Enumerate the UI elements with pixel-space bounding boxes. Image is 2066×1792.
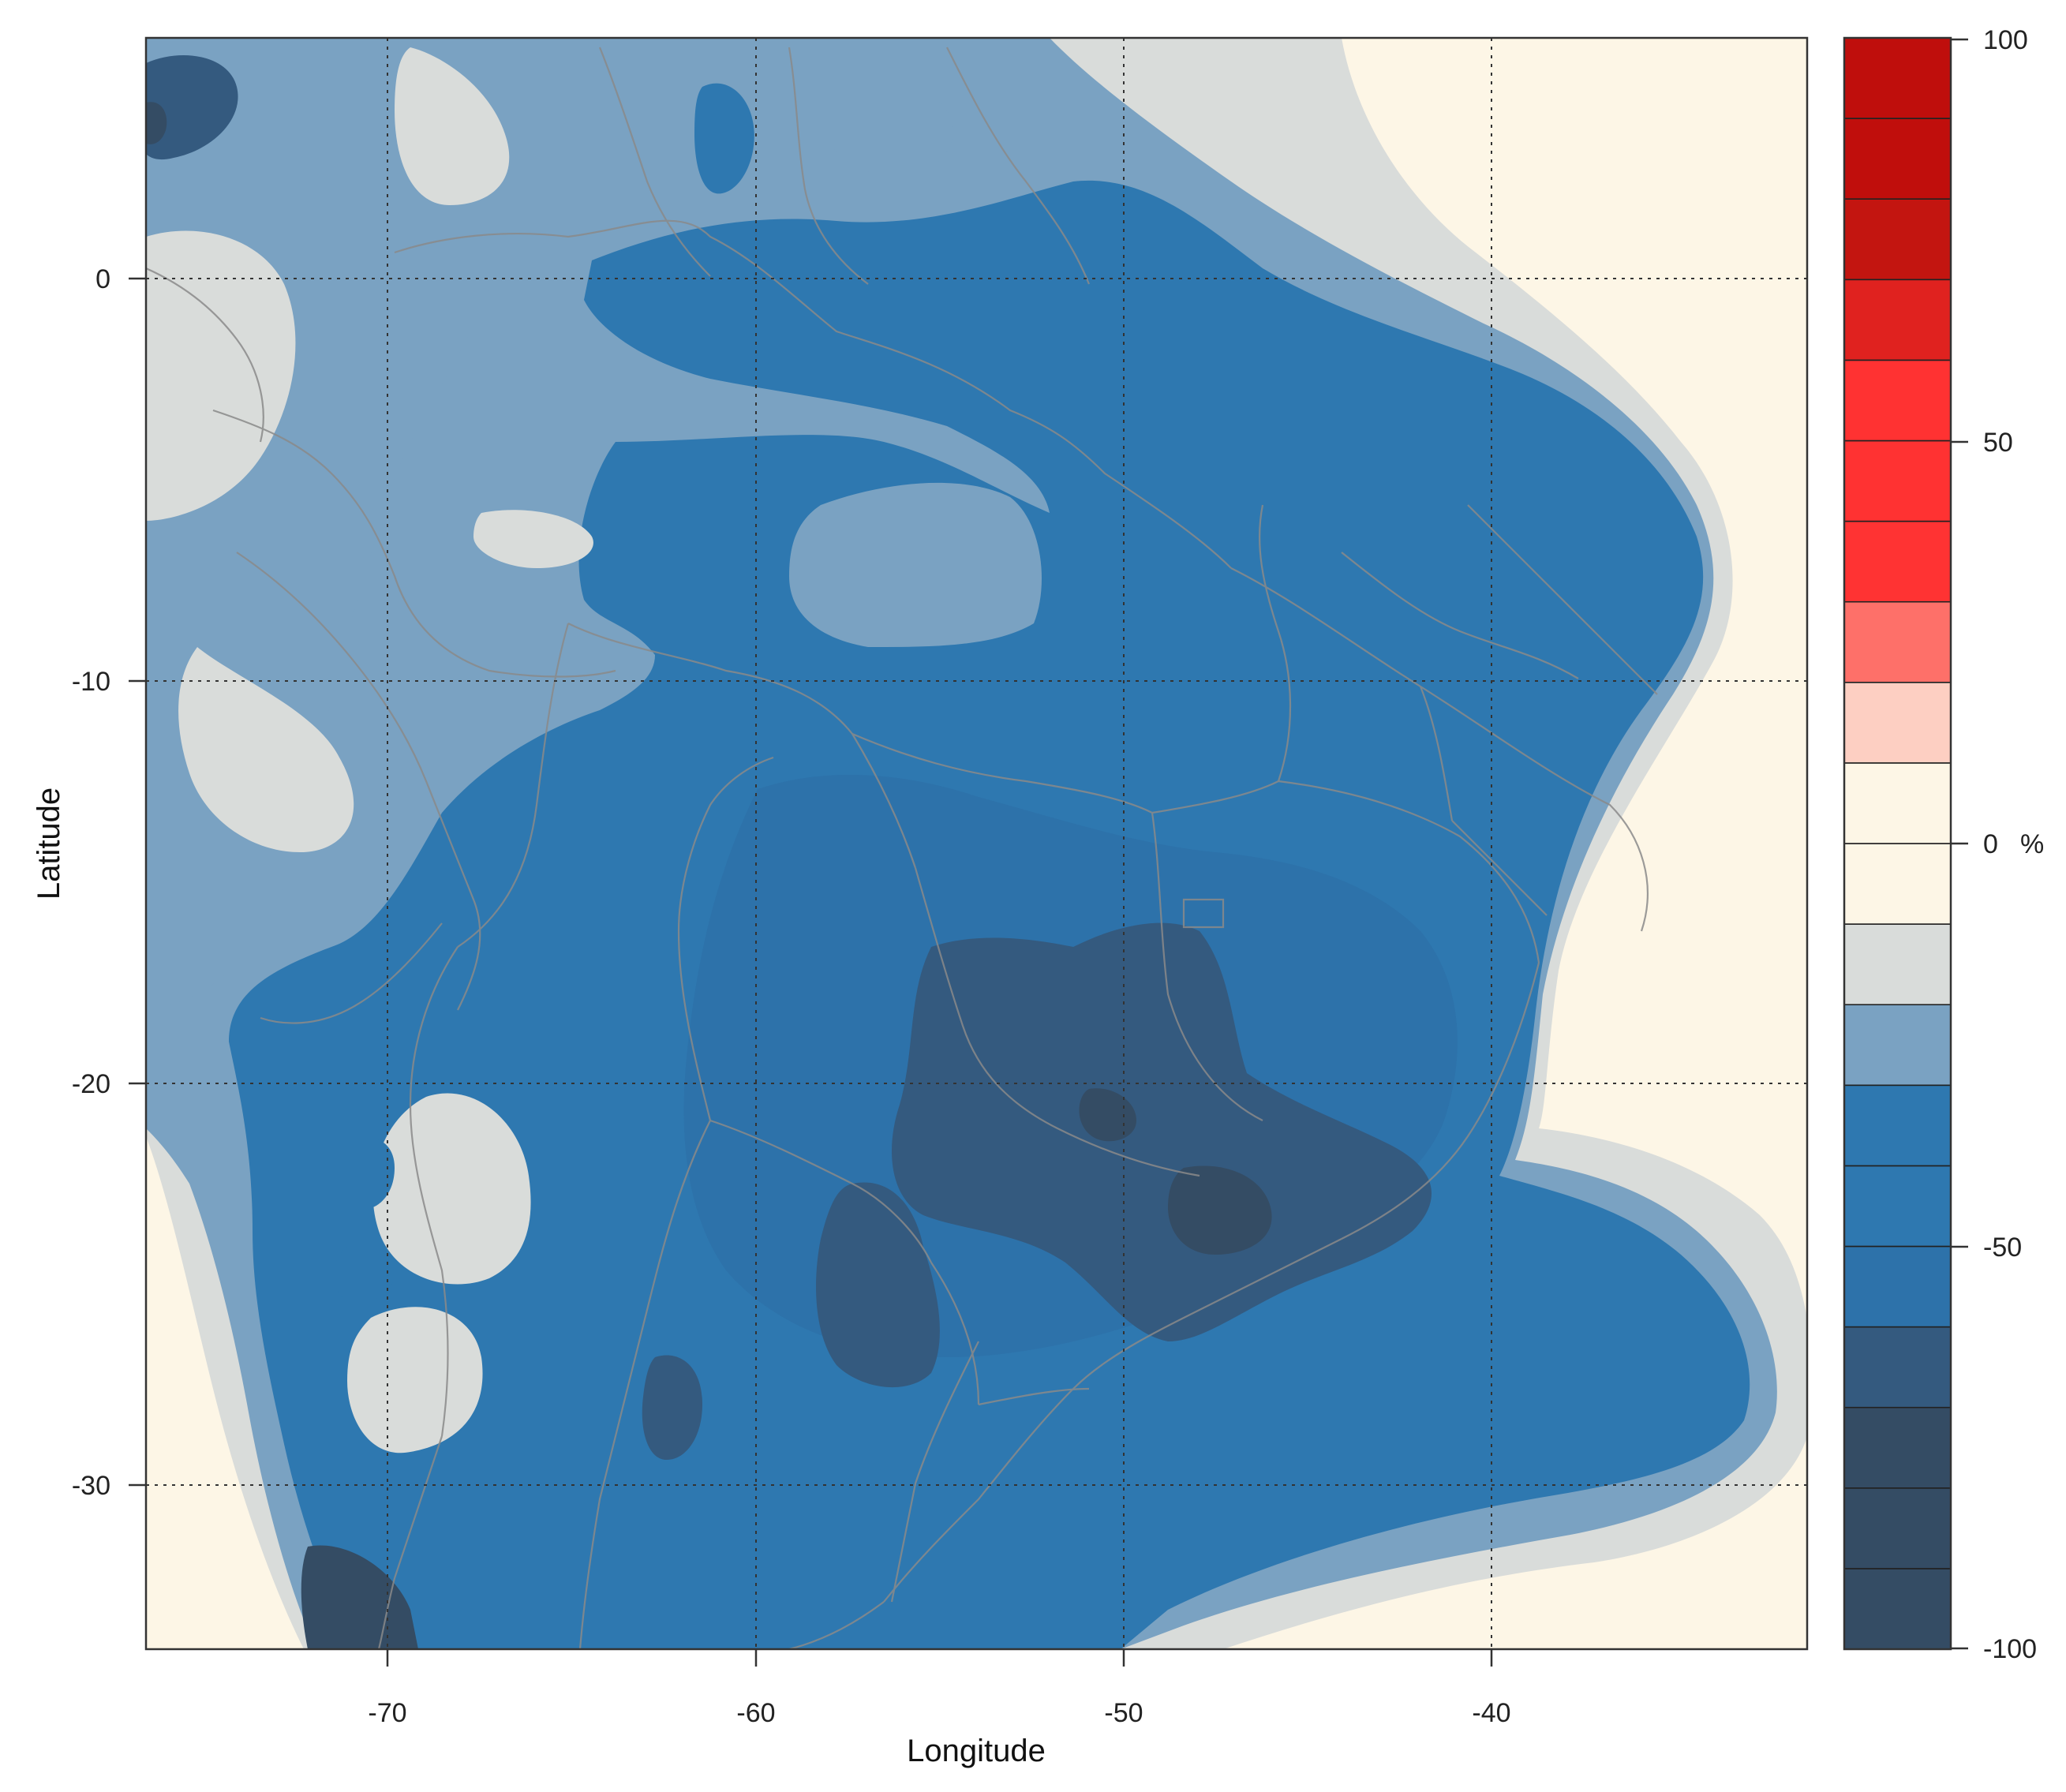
y-tick-label: -30 bbox=[72, 1471, 110, 1501]
colorbar-label: 50 bbox=[1983, 428, 2013, 458]
x-tick-labels: -70 -60 -50 -40 bbox=[368, 1698, 1510, 1728]
colorbar-level-box bbox=[1843, 440, 1952, 522]
nw-dark-tip bbox=[146, 55, 238, 160]
y-tick-label: -10 bbox=[72, 667, 110, 697]
x-tick-label: -40 bbox=[1472, 1698, 1510, 1728]
colorbar-level-box bbox=[1843, 762, 1952, 844]
colorbar-level-box bbox=[1843, 843, 1952, 925]
x-tick-label: -50 bbox=[1104, 1698, 1143, 1728]
colorbar-level-box bbox=[1843, 198, 1952, 281]
north-light-pocket bbox=[829, 84, 953, 176]
colorbar-levels bbox=[1843, 37, 1952, 1650]
colorbar-unit: % bbox=[2020, 829, 2044, 859]
colorbar-level-box bbox=[1843, 1326, 1952, 1409]
se-core-deepest-2 bbox=[1079, 1088, 1136, 1142]
contour-band-dark-core bbox=[892, 922, 1432, 1341]
west-grey-pocket-1 bbox=[146, 230, 296, 521]
colorbar-level-box bbox=[1843, 279, 1952, 361]
southwest-dark-small bbox=[642, 1355, 702, 1460]
colorbar-level-box bbox=[1843, 1568, 1952, 1650]
y-tick-labels: 0 -10 -20 -30 bbox=[72, 264, 110, 1501]
y-tick-label: -20 bbox=[72, 1069, 110, 1099]
colorbar-label: 100 bbox=[1983, 25, 2028, 55]
andes-dark-tip bbox=[301, 1545, 418, 1649]
colorbar-level-box bbox=[1843, 1406, 1952, 1489]
x-tick-label: -70 bbox=[368, 1698, 406, 1728]
plot-frame bbox=[144, 36, 1809, 1651]
colorbar-tick-labels: 100 50 0 % -50 -100 bbox=[1983, 25, 2044, 1664]
colorbar-level-box bbox=[1843, 37, 1952, 119]
colorbar-level-box bbox=[1843, 359, 1952, 442]
amazon-light-pocket bbox=[789, 482, 1042, 647]
colorbar-label: -50 bbox=[1983, 1233, 2022, 1263]
se-core-deepest bbox=[1168, 1165, 1272, 1255]
colorbar-level-box bbox=[1843, 1245, 1952, 1328]
colorbar-level-box bbox=[1843, 923, 1952, 1005]
colorbar: 100 50 0 % -50 -100 bbox=[1843, 25, 2044, 1664]
x-axis-label: Longitude bbox=[907, 1734, 1046, 1768]
colorbar-level-box bbox=[1843, 1084, 1952, 1167]
colorbar-label: -100 bbox=[1983, 1634, 2037, 1664]
map-panel bbox=[146, 38, 1807, 1649]
colorbar-level-box bbox=[1843, 600, 1952, 683]
x-tick-label: -60 bbox=[736, 1698, 775, 1728]
y-axis-label: Latitude bbox=[32, 788, 66, 900]
colorbar-level-box bbox=[1843, 1004, 1952, 1087]
colorbar-level-box bbox=[1843, 1165, 1952, 1248]
colorbar-label: 0 bbox=[1983, 829, 1998, 859]
west-grey-pocket-2 bbox=[178, 647, 354, 852]
andes-grey-2 bbox=[347, 1307, 483, 1453]
nw-darkest-tip bbox=[146, 102, 167, 144]
colorbar-ticks bbox=[1951, 38, 1968, 1650]
north-blue-pocket bbox=[694, 83, 754, 194]
colorbar-level-box bbox=[1843, 118, 1952, 200]
west-grey-pocket-3 bbox=[395, 47, 510, 205]
axis-ticks bbox=[129, 277, 1493, 1667]
colorbar-level-box bbox=[1843, 520, 1952, 603]
amazon-grey-pocket bbox=[473, 510, 593, 568]
colorbar-level-box bbox=[1843, 1487, 1952, 1569]
country-borders bbox=[146, 47, 1658, 1649]
southwest-dark-core bbox=[816, 1182, 940, 1388]
andes-blue-2 bbox=[334, 1244, 396, 1303]
colorbar-level-box bbox=[1843, 681, 1952, 764]
andes-blue-1 bbox=[342, 1138, 395, 1210]
y-tick-label: 0 bbox=[95, 264, 110, 294]
